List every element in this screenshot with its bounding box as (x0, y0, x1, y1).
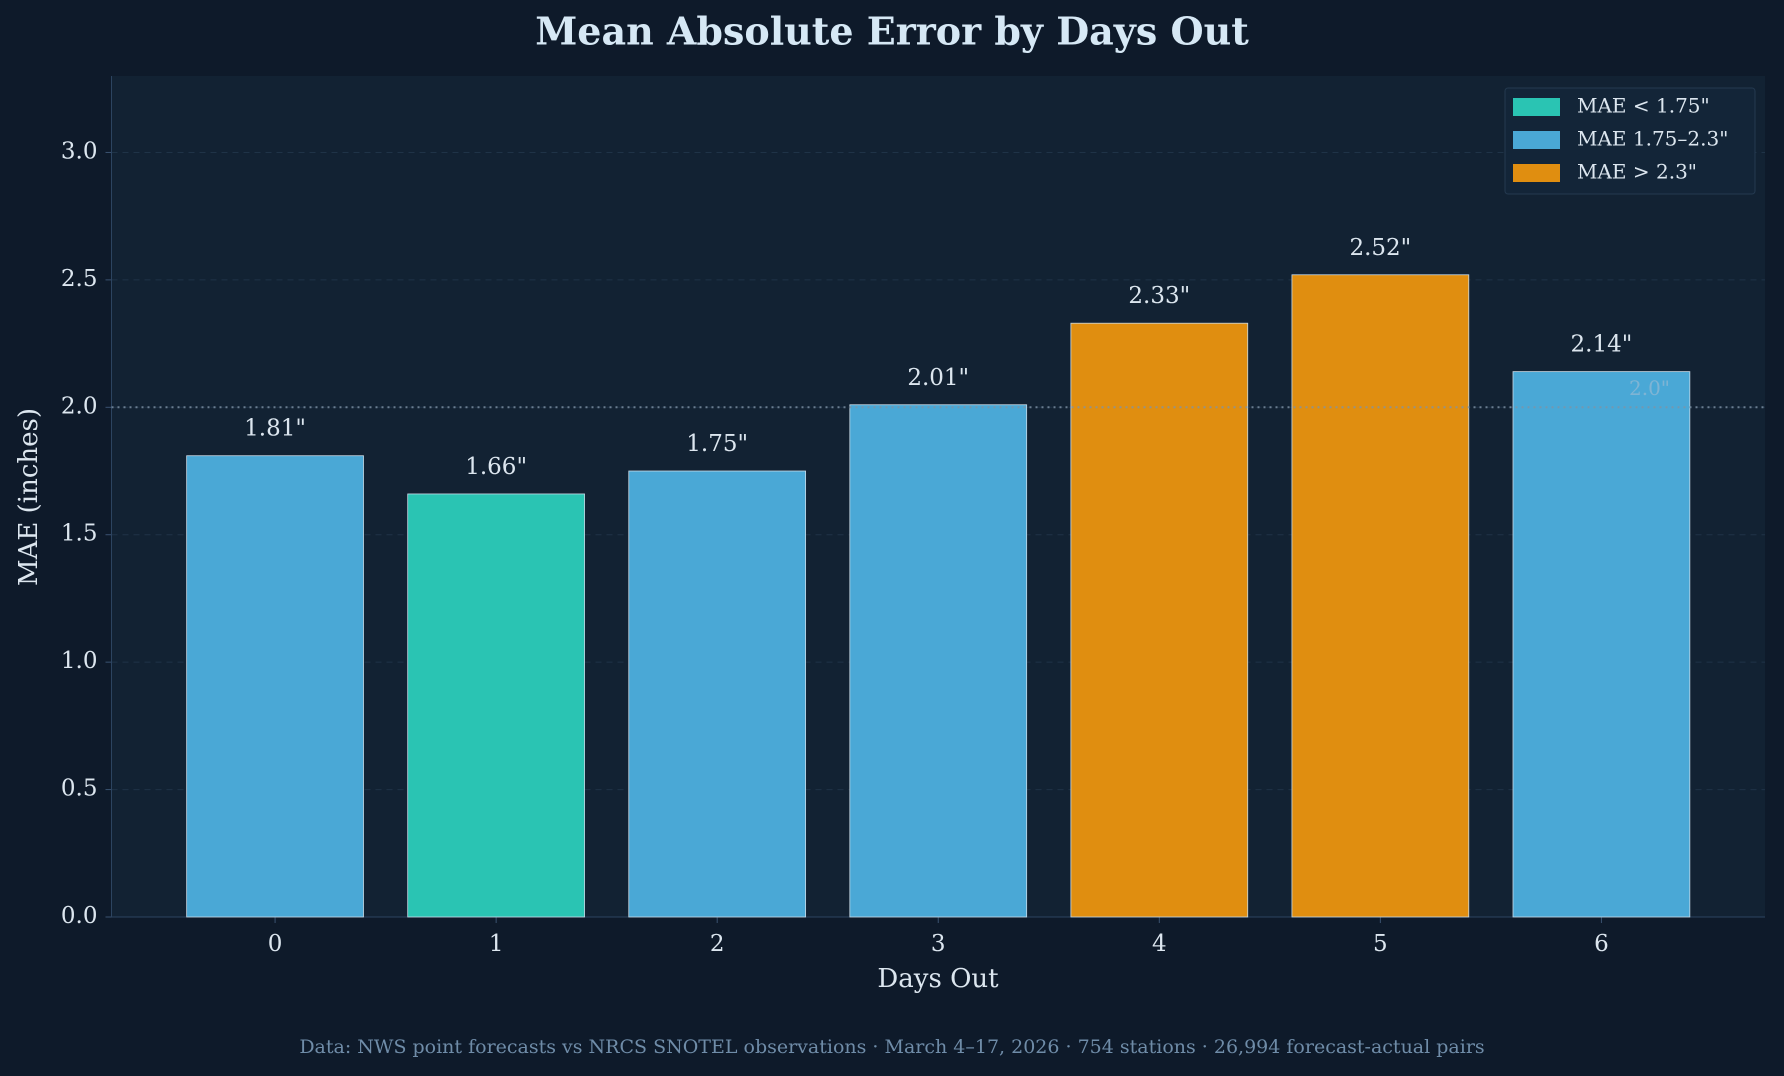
value-label: 2.14" (1571, 332, 1633, 358)
y-tick-label: 3.0 (61, 138, 98, 164)
legend-label: MAE 1.75–2.3" (1577, 127, 1728, 151)
y-tick-label: 1.0 (61, 648, 98, 674)
value-label: 1.66" (465, 454, 527, 480)
footer: Data: NWS point forecasts vs NRCS SNOTEL… (299, 1036, 1484, 1058)
legend-box (1504, 87, 1756, 195)
x-tick-label: 3 (931, 931, 946, 957)
x-tick-label: 1 (489, 931, 504, 957)
value-label: 2.01" (907, 365, 969, 391)
legend-label: MAE > 2.3" (1577, 160, 1697, 184)
chart-title: Mean Absolute Error by Days Out (535, 9, 1249, 54)
y-tick-label: 0.0 (61, 903, 98, 929)
value-label: 2.52" (1349, 235, 1411, 261)
bar (186, 455, 364, 918)
bar (1291, 274, 1470, 918)
bar (849, 404, 1028, 918)
bar (628, 470, 807, 918)
y-tick-label: 0.5 (61, 776, 98, 802)
legend-swatch (1513, 164, 1560, 182)
legend-swatch (1513, 131, 1560, 149)
y-axis-label: MAE (inches) (14, 408, 44, 586)
legend-label: MAE < 1.75" (1577, 94, 1710, 118)
x-tick-label: 5 (1373, 931, 1388, 957)
x-tick-label: 4 (1152, 931, 1167, 957)
bar (1512, 371, 1691, 918)
value-label: 2.33" (1128, 283, 1190, 309)
legend-swatch (1513, 98, 1560, 116)
x-axis-label: Days Out (877, 964, 999, 994)
y-tick-label: 2.5 (61, 266, 98, 292)
reference-label: 2.0" (1629, 376, 1670, 400)
value-label: 1.75" (686, 431, 748, 457)
bar (407, 493, 585, 918)
x-tick-label: 2 (710, 931, 725, 957)
value-label: 1.81" (244, 416, 306, 442)
bar (1070, 322, 1249, 918)
x-tick-label: 0 (268, 931, 283, 957)
y-tick-label: 1.5 (61, 521, 98, 547)
x-tick-label: 6 (1594, 931, 1609, 957)
y-tick-label: 2.0 (61, 393, 98, 419)
